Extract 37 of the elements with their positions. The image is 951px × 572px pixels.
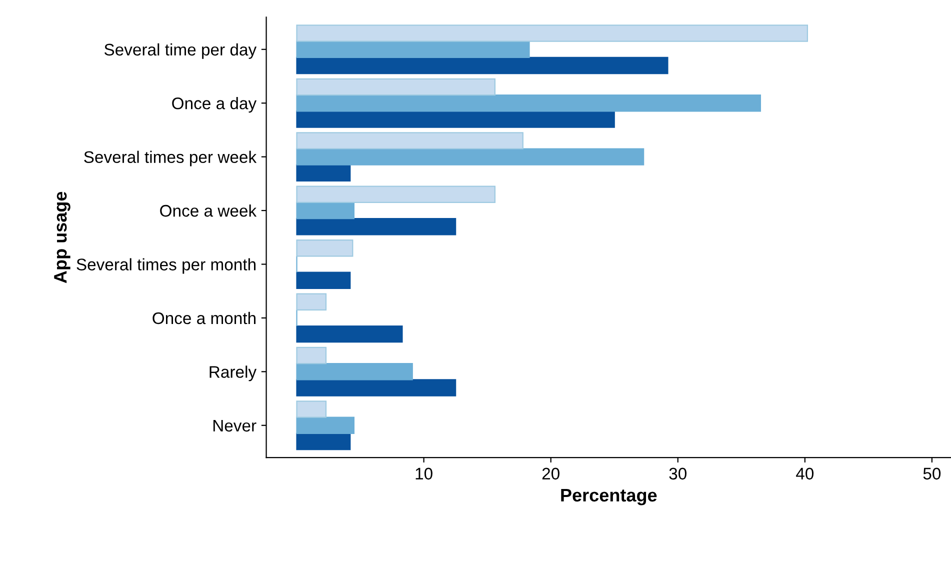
bar bbox=[296, 40, 530, 58]
bar bbox=[296, 379, 456, 396]
x-tick-label: 50 bbox=[923, 468, 941, 480]
y-tick-label: Once a week bbox=[160, 204, 257, 217]
y-tick-label: Once a day bbox=[172, 97, 257, 113]
bar bbox=[296, 78, 496, 96]
bar bbox=[296, 218, 456, 236]
bar bbox=[296, 416, 354, 434]
bar bbox=[296, 272, 351, 289]
bar bbox=[296, 325, 403, 343]
y-tick-label: Never bbox=[213, 420, 256, 432]
y-tick-label: Several time per day bbox=[104, 43, 257, 59]
bar bbox=[296, 363, 413, 380]
x-tick-label: 20 bbox=[542, 468, 560, 480]
y-axis-title: App usage bbox=[54, 192, 70, 284]
bar bbox=[296, 110, 615, 128]
bar bbox=[296, 24, 808, 42]
x-tick-label: 40 bbox=[796, 468, 814, 480]
bar bbox=[296, 400, 327, 418]
bar bbox=[296, 432, 351, 450]
bar bbox=[296, 94, 761, 112]
bar bbox=[296, 240, 354, 257]
y-tick-label: Several times per month bbox=[76, 258, 256, 274]
bar bbox=[296, 56, 668, 74]
bar bbox=[296, 293, 327, 310]
bar bbox=[296, 346, 327, 364]
y-tick-label: Rarely bbox=[210, 366, 257, 382]
x-tick-label: 30 bbox=[669, 468, 686, 480]
x-axis-title: Percentage bbox=[561, 489, 657, 506]
bar bbox=[296, 186, 496, 204]
bar bbox=[296, 148, 644, 166]
bar bbox=[296, 164, 351, 182]
bar bbox=[296, 202, 354, 220]
bar bbox=[296, 132, 524, 150]
x-tick-label: 10 bbox=[416, 468, 432, 480]
y-tick-label: Once a month bbox=[152, 312, 256, 324]
y-tick-label: Several times per week bbox=[84, 150, 257, 166]
